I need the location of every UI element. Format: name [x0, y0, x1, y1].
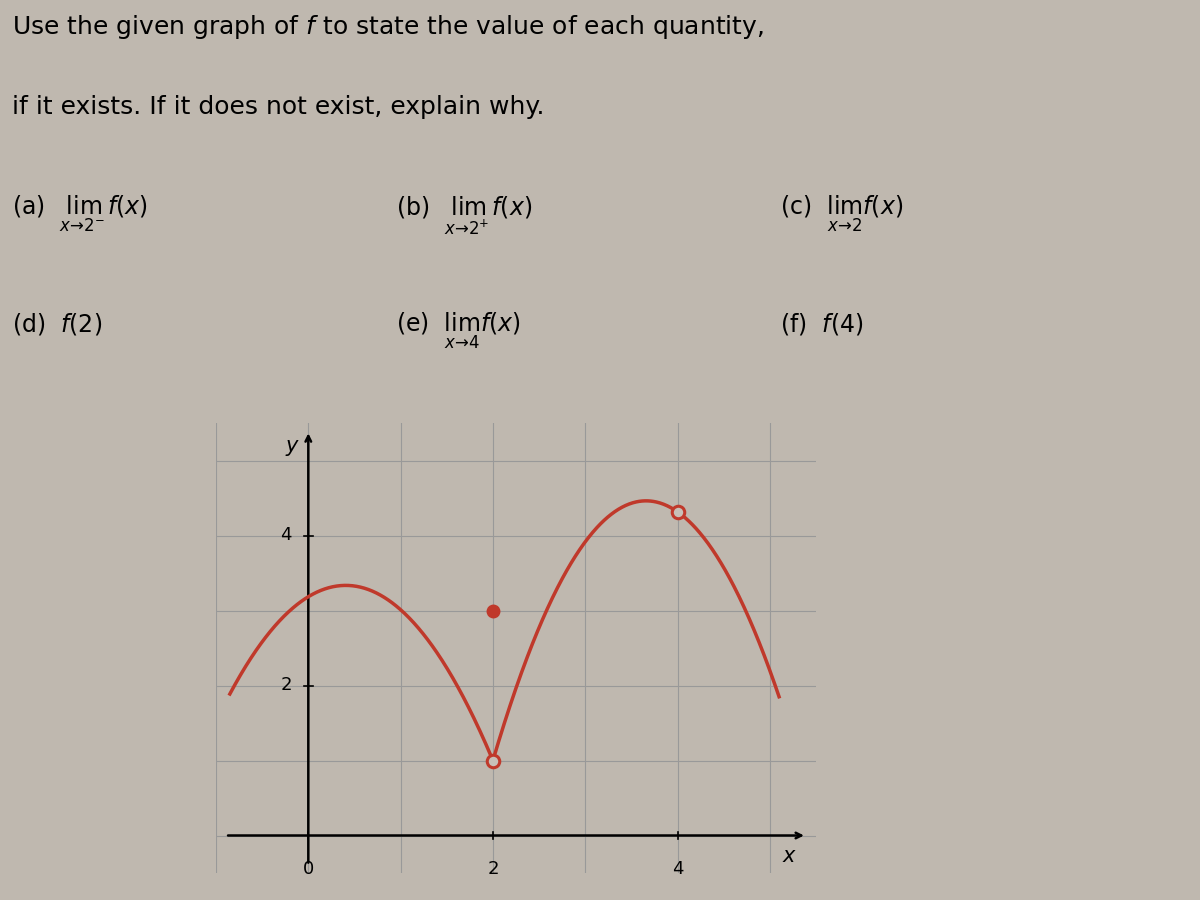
Text: 0: 0 [302, 860, 314, 878]
Text: (a)  $\lim_{x \to 2^-} f(x)$: (a) $\lim_{x \to 2^-} f(x)$ [12, 194, 148, 234]
Text: (f)  $f(4)$: (f) $f(4)$ [780, 311, 864, 337]
Text: if it exists. If it does not exist, explain why.: if it exists. If it does not exist, expl… [12, 95, 545, 119]
Text: 2: 2 [487, 860, 499, 878]
Text: x: x [782, 847, 794, 867]
Text: (e)  $\lim_{x \to 4} f(x)$: (e) $\lim_{x \to 4} f(x)$ [396, 311, 521, 351]
Text: (b)  $\lim_{x \to 2^+} f(x)$: (b) $\lim_{x \to 2^+} f(x)$ [396, 194, 533, 237]
Text: Use the given graph of $f$ to state the value of each quantity,: Use the given graph of $f$ to state the … [12, 13, 764, 41]
Text: (d)  $f(2)$: (d) $f(2)$ [12, 311, 102, 337]
Text: (c)  $\lim_{x \to 2} f(x)$: (c) $\lim_{x \to 2} f(x)$ [780, 194, 904, 234]
Text: 2: 2 [280, 677, 292, 695]
Text: y: y [286, 436, 298, 455]
Text: 4: 4 [280, 526, 292, 544]
Text: 4: 4 [672, 860, 683, 878]
